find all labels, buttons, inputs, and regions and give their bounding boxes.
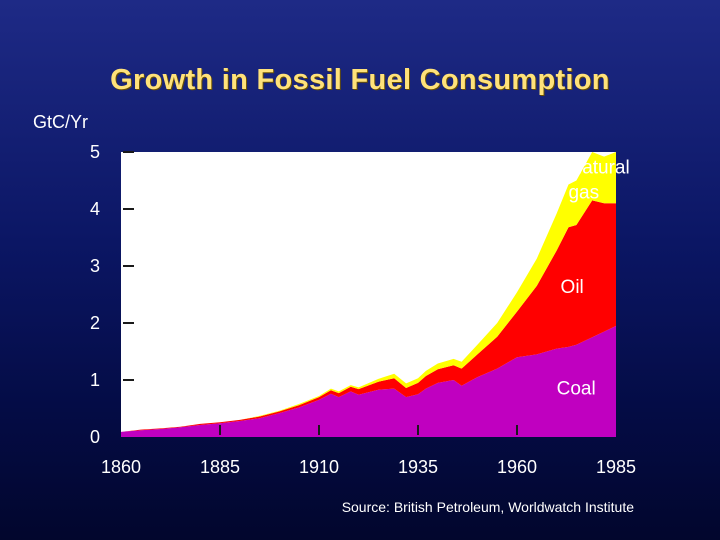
y-tick-label: 3 <box>90 256 100 276</box>
area-coal <box>121 325 616 437</box>
x-tick-label: 1985 <box>596 457 636 477</box>
x-tick-label: 1885 <box>200 457 240 477</box>
source-note: Source: British Petroleum, Worldwatch In… <box>341 499 634 515</box>
label-oil: Oil <box>561 277 584 298</box>
y-tick-label: 0 <box>90 427 100 447</box>
x-tick-label: 1935 <box>398 457 438 477</box>
x-tick-label: 1910 <box>299 457 339 477</box>
x-tick-label: 1860 <box>101 457 141 477</box>
y-tick-label: 5 <box>90 142 100 162</box>
y-tick-label: 4 <box>90 199 100 219</box>
label-natural-gas: gas <box>568 183 599 204</box>
label-natural-gas: Natural <box>568 158 629 179</box>
label-coal: Coal <box>557 378 596 399</box>
y-tick-label: 2 <box>90 313 100 333</box>
y-tick-label: 1 <box>90 370 100 390</box>
y-axis-label: GtC/Yr <box>33 112 89 132</box>
x-tick-label: 1960 <box>497 457 537 477</box>
area-oil <box>121 200 616 432</box>
chart-title: Growth in Fossil Fuel Consumption <box>110 64 610 96</box>
